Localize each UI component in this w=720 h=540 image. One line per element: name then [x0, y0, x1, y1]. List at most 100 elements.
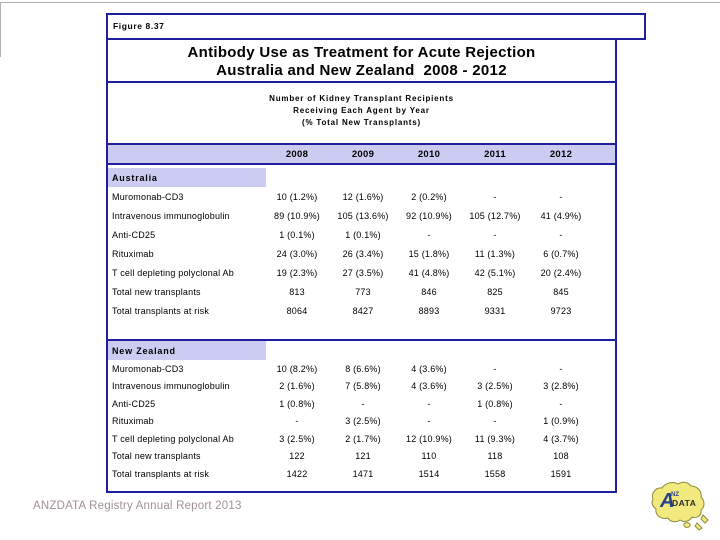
row-label: Anti-CD25	[112, 398, 156, 409]
table-row: Anti-CD25 1 (0.1%) 1 (0.1%) - - -	[108, 225, 615, 244]
row-value: -	[493, 363, 497, 374]
australia-map-shape	[651, 481, 705, 523]
section-header-label: Australia	[112, 172, 158, 183]
table-subtitle-line3: (% Total New Transplants)	[302, 118, 421, 127]
row-value: -	[559, 398, 563, 409]
year-column-header: 2012	[549, 148, 573, 160]
row-value: 813	[289, 286, 305, 297]
table-row: Intravenous immunoglobulin 2 (1.6%) 7 (5.8…	[108, 378, 615, 396]
row-value: 845	[553, 286, 569, 297]
table-subtitle-line1: Number of Kidney Transplant Recipients	[269, 94, 454, 103]
row-value: 89 (10.9%)	[273, 210, 321, 221]
row-value: 8064	[286, 305, 308, 316]
row-value: 1 (0.8%)	[477, 398, 513, 409]
row-value: 15 (1.8%)	[408, 248, 450, 259]
table-row: Muromonab-CD3 10 (1.2%) 12 (1.6%) 2 (0.2%) -…	[108, 187, 615, 206]
row-value: 825	[487, 286, 503, 297]
row-value: 2 (0.2%)	[411, 191, 447, 202]
row-value: 3 (2.8%)	[543, 381, 579, 392]
page-edge-top	[0, 2, 720, 3]
row-value: 11 (1.3%)	[474, 248, 516, 259]
logo-data-text: DATA	[672, 498, 696, 508]
row-value: 2 (1.7%)	[345, 433, 381, 444]
row-value: 12 (10.9%)	[405, 433, 453, 444]
logo-letter-a: A	[659, 490, 674, 512]
table-sections: Australia Muromonab-CD3 10 (1.2%) 12 (1.6%)…	[108, 168, 615, 483]
row-label: Total transplants at risk	[112, 305, 210, 316]
row-value: -	[559, 229, 563, 240]
row-value: 41 (4.8%)	[408, 267, 450, 278]
row-label: T cell depleting polyclonal Ab	[112, 433, 234, 444]
table-row: Rituximab - 3 (2.5%) - - 1 (0.9%)	[108, 413, 615, 431]
figure-table-box: Number of Kidney Transplant Recipients R…	[106, 83, 617, 493]
row-value: 41 (4.9%)	[540, 210, 582, 221]
table-row: Total transplants at risk 8064 8427 8893 933…	[108, 301, 615, 320]
row-value: 1 (0.1%)	[279, 229, 315, 240]
footer-citation: ANZDATA Registry Annual Report 2013	[33, 500, 242, 512]
figure-number-box: Figure 8.37	[106, 13, 646, 40]
row-label: Total new transplants	[112, 451, 201, 462]
logo-nz-text: NZ	[671, 492, 679, 498]
table-subtitle-line2: Receiving Each Agent by Year	[293, 106, 430, 115]
table-row: Rituximab 24 (3.0%) 26 (3.4%) 15 (1.8%) 11 (…	[108, 244, 615, 263]
row-value: 9723	[550, 305, 572, 316]
year-column-header: 2011	[484, 148, 506, 160]
row-value: -	[427, 229, 431, 240]
row-value: 1558	[484, 468, 506, 479]
row-label: Rituximab	[112, 416, 154, 427]
table-row: T cell depleting polyclonal Ab 19 (2.3%) 2…	[108, 263, 615, 282]
row-value: 8 (6.6%)	[345, 363, 381, 374]
row-value: 110	[421, 451, 437, 462]
row-value: 3 (2.5%)	[477, 381, 513, 392]
row-value: 6 (0.7%)	[543, 248, 579, 259]
row-value: 7 (5.8%)	[345, 381, 381, 392]
row-value: 8893	[418, 305, 440, 316]
section-separator	[108, 339, 615, 341]
row-value: -	[361, 398, 365, 409]
table-subtitle: Number of Kidney Transplant Recipients R…	[108, 93, 615, 129]
page-edge-left	[0, 2, 1, 57]
row-value: 26 (3.4%)	[342, 248, 384, 259]
row-value: 1514	[418, 468, 440, 479]
row-label: Muromonab-CD3	[112, 191, 184, 202]
row-value: 42 (5.1%)	[474, 267, 516, 278]
figure-title-line2: Australia and New Zealand 2008 - 2012	[216, 62, 507, 79]
row-value: 3 (2.5%)	[279, 433, 315, 444]
section-header-new-zealand: New Zealand	[108, 341, 266, 360]
new-zealand-south-shape	[694, 522, 703, 531]
table-row: Intravenous immunoglobulin 89 (10.9%) 105 …	[108, 206, 615, 225]
row-label: Muromonab-CD3	[112, 363, 184, 374]
row-value: -	[427, 416, 431, 427]
row-value: 10 (1.2%)	[276, 191, 318, 202]
row-value: 4 (3.7%)	[543, 433, 579, 444]
row-value: -	[427, 398, 431, 409]
anzdata-logo: A NZ DATA	[651, 481, 709, 531]
row-value: 122	[289, 451, 305, 462]
table-row: T cell depleting polyclonal Ab 3 (2.5%) 2 …	[108, 430, 615, 448]
new-zealand-shape	[700, 514, 709, 524]
section-header-australia: Australia	[108, 168, 266, 187]
row-value: 24 (3.0%)	[276, 248, 318, 259]
row-value: 3 (2.5%)	[345, 416, 381, 427]
year-column-header: 2010	[417, 148, 441, 160]
row-value: 27 (3.5%)	[342, 267, 384, 278]
year-column-header: 2009	[351, 148, 375, 160]
row-value: -	[493, 191, 497, 202]
row-value: 12 (1.6%)	[342, 191, 384, 202]
row-value: 1 (0.8%)	[279, 398, 315, 409]
year-header-row: 2008 2009 2010 2011 2012	[108, 143, 615, 165]
row-value: 92 (10.9%)	[405, 210, 453, 221]
row-value: 20 (2.4%)	[540, 267, 582, 278]
row-value: 4 (3.6%)	[411, 381, 447, 392]
table-row: Total transplants at risk 1422 1471 1514 155…	[108, 465, 615, 483]
figure-title-line1: Antibody Use as Treatment for Acute Reje…	[187, 44, 536, 61]
row-value: 1422	[286, 468, 308, 479]
row-value: 11 (9.3%)	[474, 433, 516, 444]
row-label: Rituximab	[112, 248, 154, 259]
row-value: -	[559, 363, 563, 374]
row-value: 9331	[484, 305, 506, 316]
row-value: 1591	[550, 468, 572, 479]
row-label: Total transplants at risk	[112, 468, 210, 479]
row-value: -	[493, 229, 497, 240]
